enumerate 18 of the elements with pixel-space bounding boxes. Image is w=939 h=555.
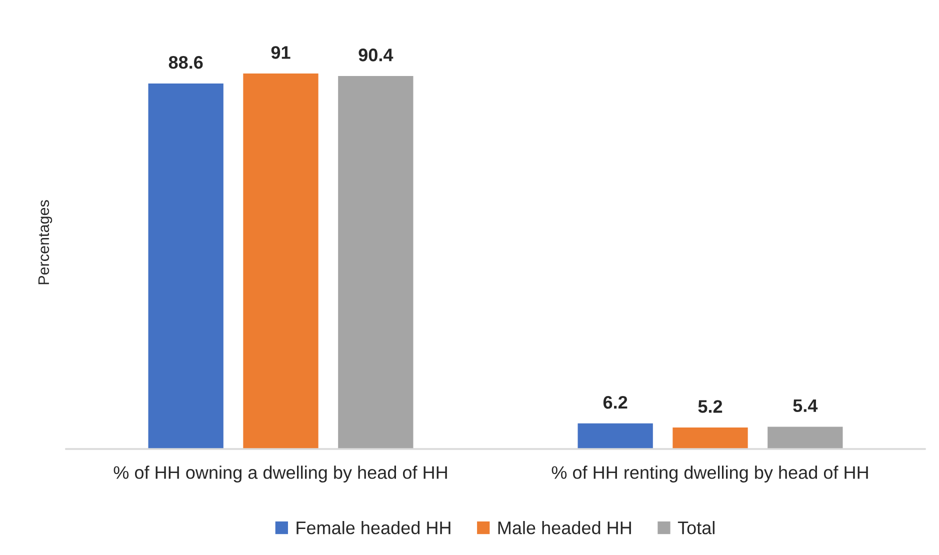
data-label: 90.4 (358, 48, 394, 62)
bar (148, 83, 224, 449)
data-label: 5.4 (793, 399, 818, 412)
bar (338, 76, 414, 449)
bar (578, 423, 653, 449)
legend-label: Male headed HH (498, 521, 631, 534)
bar (672, 428, 748, 449)
legend-label: Female headed HH (296, 521, 450, 534)
y-axis-title: Percentages (38, 200, 52, 284)
data-label: 5.2 (698, 400, 722, 413)
bar (768, 426, 843, 449)
data-label: 6.2 (603, 396, 628, 409)
legend-label: Total (678, 521, 714, 534)
data-label: 91 (271, 46, 290, 59)
x-tick-label: % of HH owning a dwelling by head of HH (114, 466, 447, 482)
x-tick-label: % of HH renting dwelling by head of HH (552, 466, 868, 482)
bar (243, 74, 318, 449)
data-label: 88.6 (168, 56, 203, 69)
